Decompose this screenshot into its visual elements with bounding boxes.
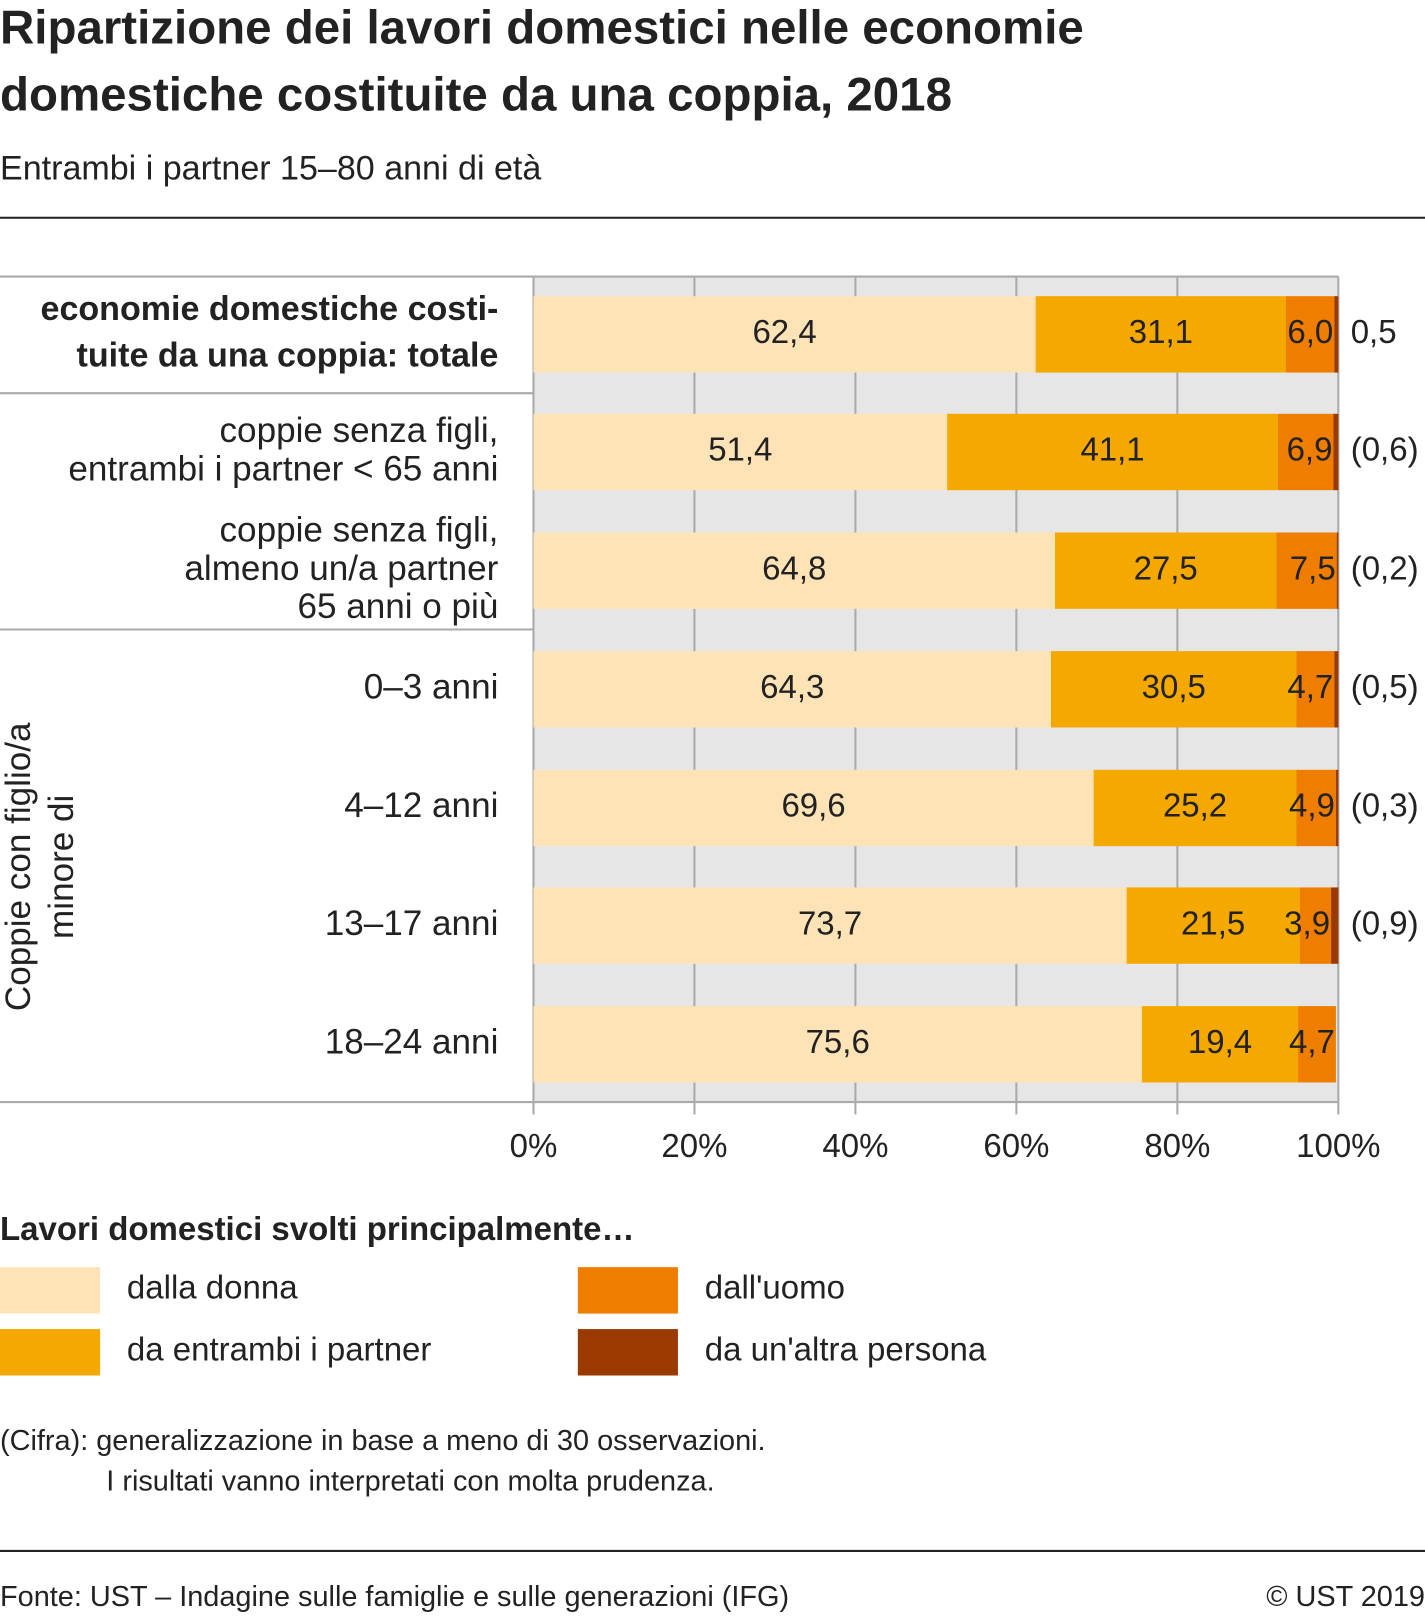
legend-label: dall'uomo xyxy=(705,1269,845,1306)
bar-segment xyxy=(1050,651,1297,728)
data-label: 75,6 xyxy=(806,1023,870,1060)
y-tick-label: economie domestiche costi- xyxy=(41,290,499,328)
x-tick-label: 80% xyxy=(1144,1127,1210,1164)
legend-label: da entrambi i partner xyxy=(127,1330,432,1367)
chart-subtitle: Entrambi i partner 15–80 anni di età xyxy=(0,149,541,187)
data-label: (0,5) xyxy=(1351,668,1419,705)
bar-segment xyxy=(1277,413,1334,491)
legend-label: dalla donna xyxy=(127,1269,298,1306)
data-label: 4,7 xyxy=(1289,1023,1335,1060)
bar-segment xyxy=(1141,1006,1299,1083)
bar-segment xyxy=(1093,769,1297,847)
bar-segment xyxy=(1333,413,1339,491)
group-label-line: Coppie con figlio/a xyxy=(0,722,38,1011)
legend-swatch xyxy=(577,1329,678,1376)
data-label: 30,5 xyxy=(1142,668,1206,705)
data-label: 31,1 xyxy=(1129,313,1193,350)
source: Fonte: UST – Indagine sulle famiglie e s… xyxy=(0,1581,789,1613)
bar-segment xyxy=(1299,887,1332,964)
bar-segment xyxy=(1035,296,1287,373)
legend-label: da un'altra persona xyxy=(705,1330,987,1367)
bar-segment xyxy=(947,413,1278,491)
legend-swatch xyxy=(0,1267,101,1314)
group-label-line: minore di xyxy=(42,795,81,939)
legend-title: Lavori domestici svolti principalmente… xyxy=(0,1210,635,1247)
y-tick-label: entrambi i partner < 65 anni xyxy=(68,449,498,488)
chart-title: Ripartizione dei lavori domestici nelle … xyxy=(0,2,1084,55)
data-label: (0,3) xyxy=(1351,787,1419,824)
data-label: 64,8 xyxy=(762,549,826,586)
bar-segment xyxy=(1334,296,1339,373)
data-label: 25,2 xyxy=(1163,787,1227,824)
data-label: 27,5 xyxy=(1134,549,1198,586)
data-label: 62,4 xyxy=(752,313,816,350)
y-tick-label: 13–17 anni xyxy=(325,904,499,943)
y-tick-label: 18–24 anni xyxy=(325,1023,499,1062)
y-tick-label: 65 anni o più xyxy=(297,587,498,626)
bar-segment xyxy=(1286,296,1335,373)
copyright: © UST 2019 xyxy=(1266,1581,1425,1613)
data-label: 51,4 xyxy=(708,431,772,468)
bar-segment xyxy=(1296,651,1335,728)
bar-segment xyxy=(1126,887,1300,964)
data-label: 6,0 xyxy=(1287,313,1333,350)
bar-segment xyxy=(1336,532,1339,609)
y-tick-label: tuite da una coppia: totale xyxy=(77,337,499,375)
data-label: (0,6) xyxy=(1351,431,1419,468)
y-tick-label: almeno un/a partner xyxy=(184,549,498,588)
y-tick-label: 4–12 anni xyxy=(344,786,498,825)
legend-swatch xyxy=(0,1329,101,1376)
group-label: Coppie con figlio/a minore di xyxy=(0,722,81,1011)
bar-segment xyxy=(533,1006,1142,1083)
data-label: 41,1 xyxy=(1080,431,1144,468)
bar-segment xyxy=(1331,887,1339,964)
bar-segment xyxy=(1296,769,1336,847)
bar-segment xyxy=(1335,769,1339,847)
y-tick-label: coppie senza figli, xyxy=(220,411,499,450)
bar-segment xyxy=(1298,1006,1336,1083)
x-tick-label: 100% xyxy=(1296,1127,1380,1164)
data-label: 4,7 xyxy=(1287,668,1333,705)
y-tick-label: 0–3 anni xyxy=(364,668,499,707)
footnote: I risultati vanno interpretati con molta… xyxy=(106,1465,714,1497)
bar-segment xyxy=(1334,651,1339,728)
y-tick-label: coppie senza figli, xyxy=(220,511,499,550)
data-label: 69,6 xyxy=(781,787,845,824)
chart-title: domestiche costituite da una coppia, 201… xyxy=(0,69,952,122)
bar-segment xyxy=(533,887,1127,964)
data-label: 7,5 xyxy=(1290,549,1336,586)
x-tick-label: 40% xyxy=(822,1127,888,1164)
x-tick-label: 0% xyxy=(510,1127,558,1164)
legend-swatch xyxy=(577,1267,678,1314)
data-label: (0,2) xyxy=(1351,549,1419,586)
bar-segment xyxy=(533,413,948,491)
footnote: (Cifra): generalizzazione in base a meno… xyxy=(0,1425,766,1457)
x-tick-label: 20% xyxy=(661,1127,727,1164)
data-label: 73,7 xyxy=(798,904,862,941)
data-label: 21,5 xyxy=(1181,904,1245,941)
bar-segment xyxy=(533,296,1036,373)
data-label: 0,5 xyxy=(1351,313,1397,350)
data-label: 6,9 xyxy=(1287,431,1333,468)
bar-segment xyxy=(1055,532,1277,609)
bar-segment xyxy=(533,769,1094,847)
data-label: (0,9) xyxy=(1351,904,1419,941)
data-label: 19,4 xyxy=(1188,1023,1252,1060)
data-label: 4,9 xyxy=(1289,787,1335,824)
bar-segment xyxy=(533,532,1056,609)
bar-segment xyxy=(1276,532,1337,609)
bar-segment xyxy=(533,651,1051,728)
data-label: 64,3 xyxy=(760,668,824,705)
x-tick-label: 60% xyxy=(983,1127,1049,1164)
data-label: 3,9 xyxy=(1284,904,1330,941)
